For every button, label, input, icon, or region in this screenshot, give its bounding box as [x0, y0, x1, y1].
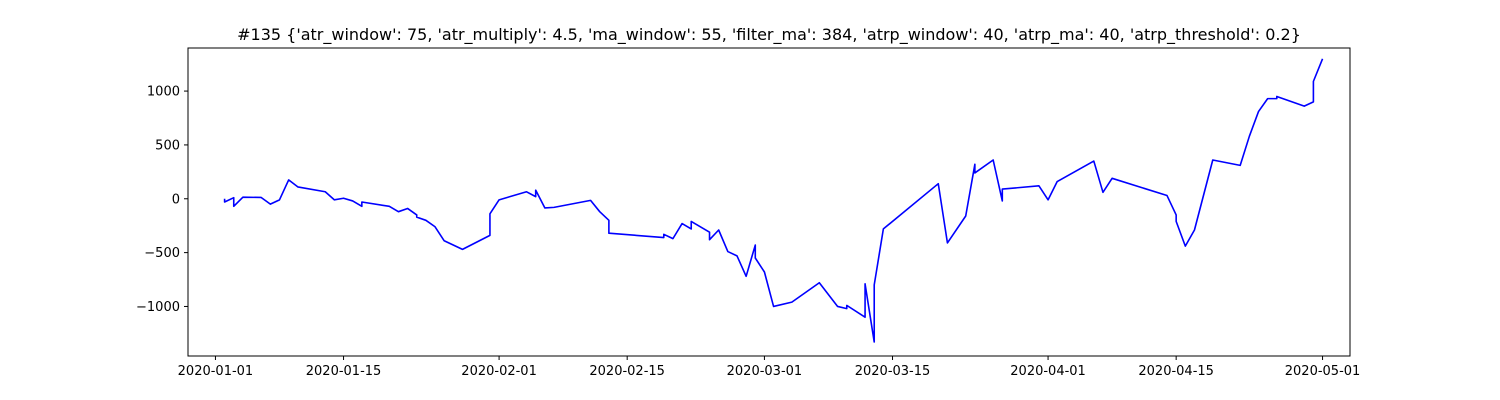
x-tick-label: 2020-03-01: [727, 364, 803, 379]
x-tick-label: 2020-02-15: [589, 364, 665, 379]
y-tick-label: −500: [144, 246, 180, 261]
x-tick-label: 2020-03-15: [855, 364, 931, 379]
axes: 2020-01-01 2020-01-15 2020-02-01 2020-02-15…: [136, 47, 1361, 379]
y-tick-label: 500: [155, 138, 180, 153]
x-tick-label: 2020-01-15: [306, 364, 382, 379]
series-layer: [223, 58, 1324, 343]
x-tick-label: 2020-02-01: [461, 364, 537, 379]
y-tick-label: −1000: [136, 300, 180, 315]
plot-frame: [187, 47, 1351, 357]
y-tick-label: 1000: [147, 85, 180, 100]
x-tick-label: 2020-04-01: [1010, 364, 1086, 379]
x-tick-label: 2020-04-15: [1138, 364, 1214, 379]
x-tick-label: 2020-05-01: [1285, 364, 1361, 379]
series-line-0: [223, 58, 1324, 343]
chart-title: #135 {'atr_window': 75, 'atr_multiply': …: [237, 25, 1301, 45]
y-tick-label: 0: [172, 192, 180, 207]
x-tick-label: 2020-01-01: [178, 364, 254, 379]
